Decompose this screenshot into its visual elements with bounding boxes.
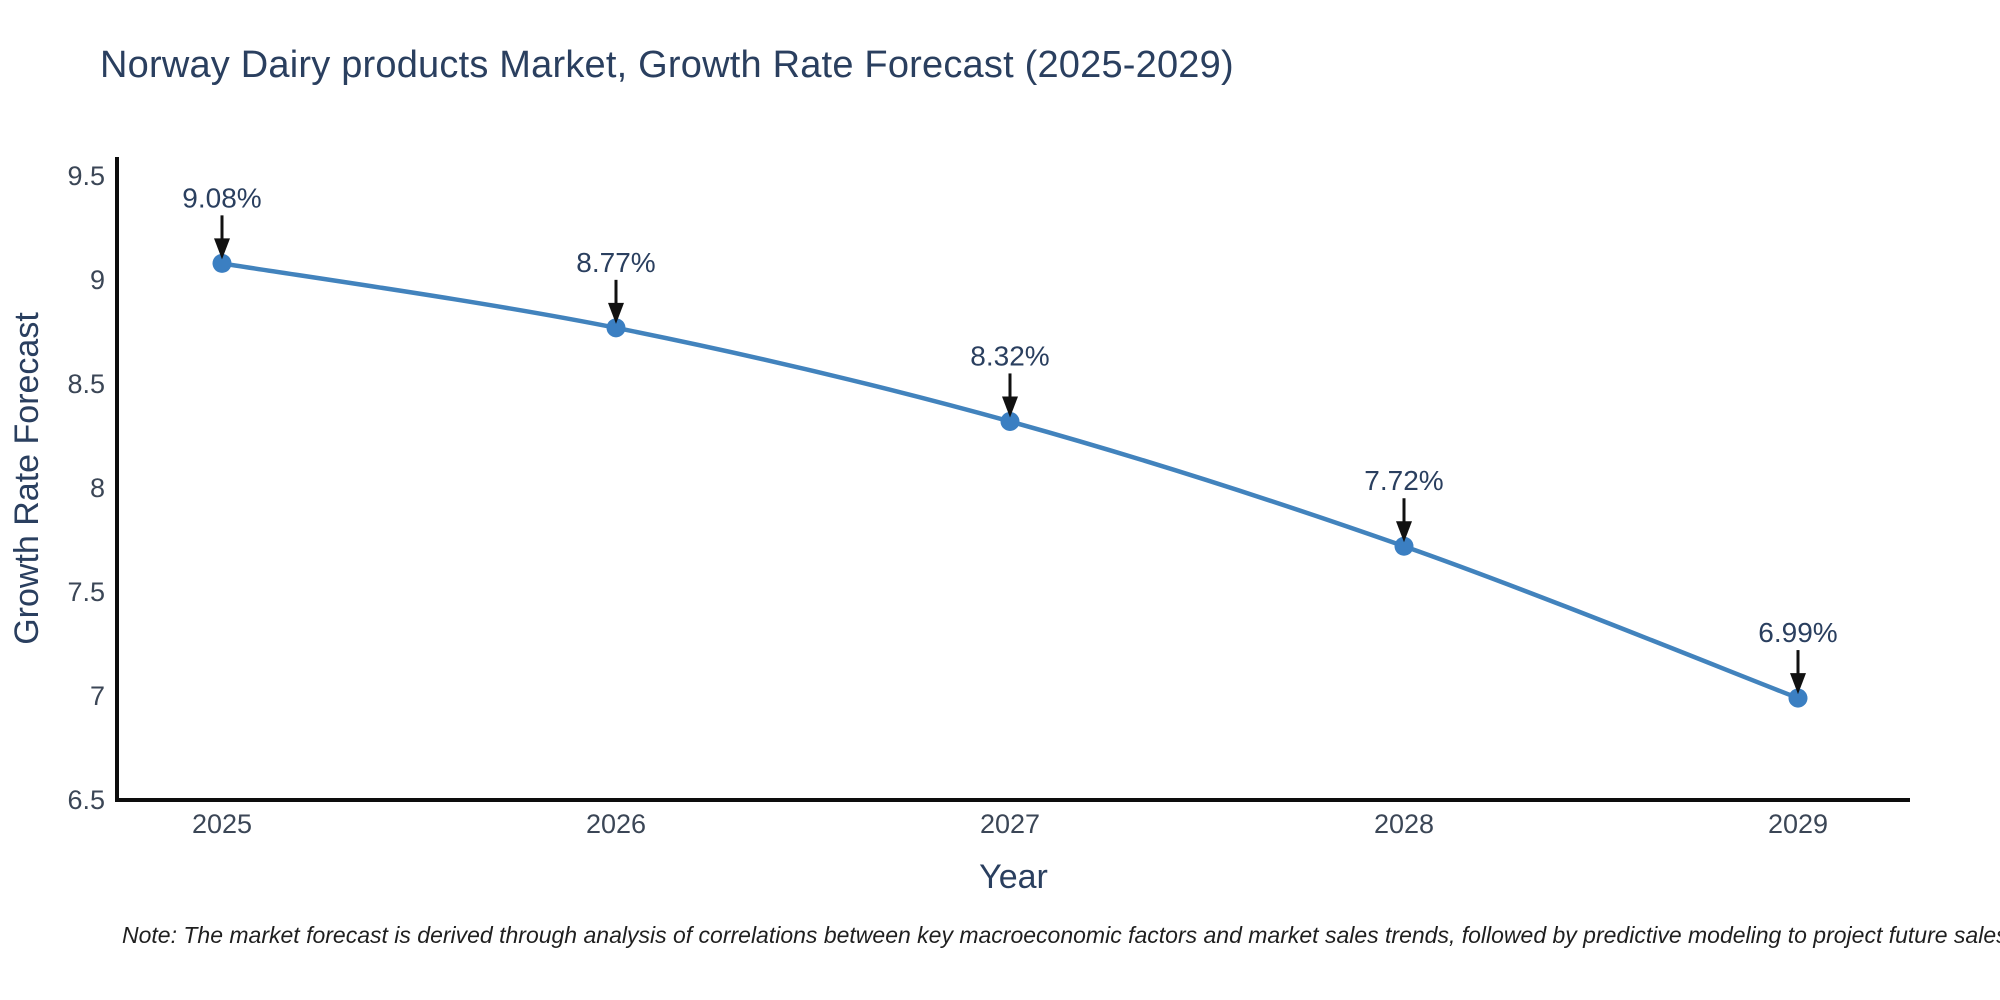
x-tick-label: 2028 — [1374, 809, 1434, 839]
data-point-label: 8.77% — [576, 247, 655, 278]
x-tick-label: 2025 — [192, 809, 252, 839]
y-tick-label: 6.5 — [67, 785, 105, 815]
y-tick-label: 7.5 — [67, 577, 105, 607]
data-point-label: 7.72% — [1364, 465, 1443, 496]
y-tick-label: 9 — [90, 265, 105, 295]
data-point-marker — [1788, 688, 1808, 708]
x-tick-label: 2026 — [586, 809, 646, 839]
data-point-marker — [606, 318, 626, 338]
annotation-arrowhead-icon — [1396, 521, 1412, 543]
annotation-arrowhead-icon — [608, 302, 624, 324]
y-tick-label: 8 — [90, 473, 105, 503]
x-tick-label: 2027 — [980, 809, 1040, 839]
data-point-label: 9.08% — [182, 182, 261, 213]
annotation-arrowhead-icon — [1790, 673, 1806, 695]
x-tick-label: 2029 — [1768, 809, 1828, 839]
chart-title: Norway Dairy products Market, Growth Rat… — [100, 44, 1234, 86]
data-point-label: 6.99% — [1758, 617, 1837, 648]
data-point-marker — [212, 253, 232, 273]
forecast-line — [219, 261, 1801, 701]
data-point-marker — [1000, 411, 1020, 431]
annotation-arrowhead-icon — [1002, 396, 1018, 418]
chart-footnote: Note: The market forecast is derived thr… — [122, 922, 2000, 948]
y-tick-label: 9.5 — [67, 161, 105, 191]
data-point-label: 8.32% — [970, 340, 1049, 371]
y-tick-label: 7 — [90, 681, 105, 711]
y-tick-label: 8.5 — [67, 369, 105, 399]
x-axis-title: Year — [979, 858, 1048, 896]
y-axis-title: Growth Rate Forecast — [8, 312, 46, 645]
annotation-arrowhead-icon — [214, 238, 230, 260]
data-point-marker — [1394, 536, 1414, 556]
